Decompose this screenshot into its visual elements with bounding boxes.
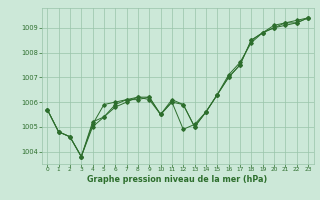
X-axis label: Graphe pression niveau de la mer (hPa): Graphe pression niveau de la mer (hPa) [87, 175, 268, 184]
